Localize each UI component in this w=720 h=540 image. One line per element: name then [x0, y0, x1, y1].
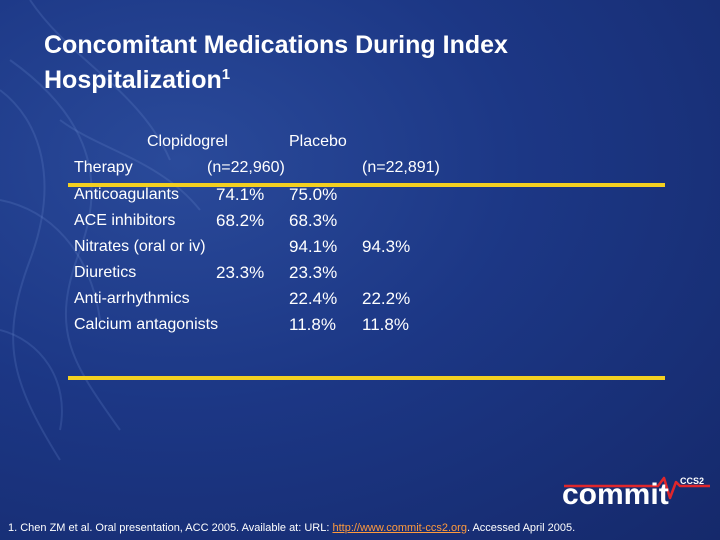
row-drug-name: Anticoagulants	[74, 186, 179, 203]
row-placebo-value: 68.3%	[289, 211, 338, 230]
header-therapy: Therapy	[74, 159, 133, 176]
slide-title: Concomitant Medications During Index Hos…	[44, 30, 508, 95]
title-footnote-marker: 1	[221, 66, 231, 83]
title-line-1: Concomitant Medications During Index	[44, 31, 508, 59]
row-clopidogrel-value: 68.2%	[216, 211, 265, 230]
row-drug-name: Calcium antagonists	[74, 316, 219, 333]
footnote-text-end: . Accessed April 2005.	[466, 522, 576, 534]
row-drug-name: Nitrates (oral or iv)	[74, 238, 206, 255]
row-clopidogrel-value: 23.3%	[216, 263, 265, 282]
header-clopidogrel: Clopidogrel	[147, 133, 228, 150]
table-top-rule	[68, 183, 665, 187]
row-placebo-value: 94.3%	[362, 237, 411, 256]
title-line-2: Hospitalization	[44, 66, 222, 94]
row-clopidogrel-value: 11.8%	[289, 315, 336, 334]
row-clopidogrel-value: 74.1%	[216, 185, 265, 204]
row-drug-name: Diuretics	[74, 264, 137, 281]
header-clopidogrel-n: (n=22,960)	[207, 159, 285, 176]
row-drug-name: ACE inhibitors	[74, 212, 176, 229]
row-drug-name: Anti-arrhythmics	[74, 290, 190, 307]
row-clopidogrel-value: 22.4%	[289, 289, 338, 308]
header-placebo: Placebo	[289, 133, 347, 150]
row-placebo-value: 75.0%	[289, 185, 338, 204]
footnote-link[interactable]: http://www.commit-ccs2.org	[332, 522, 467, 534]
row-placebo-value: 11.8%	[362, 315, 409, 334]
table-bottom-rule	[68, 376, 665, 380]
footnote-text: 1. Chen ZM et al. Oral presentation, ACC…	[8, 522, 333, 534]
row-placebo-value: 23.3%	[289, 263, 338, 282]
row-placebo-value: 22.2%	[362, 289, 411, 308]
header-placebo-n: (n=22,891)	[362, 159, 440, 176]
commit-logo-subtext: CCS2	[680, 476, 705, 486]
footnote: 1. Chen ZM et al. Oral presentation, ACC…	[8, 521, 575, 535]
commit-logo-pulse-icon	[564, 476, 710, 500]
commit-logo-text: commit	[562, 478, 669, 511]
row-clopidogrel-value: 94.1%	[289, 237, 338, 256]
